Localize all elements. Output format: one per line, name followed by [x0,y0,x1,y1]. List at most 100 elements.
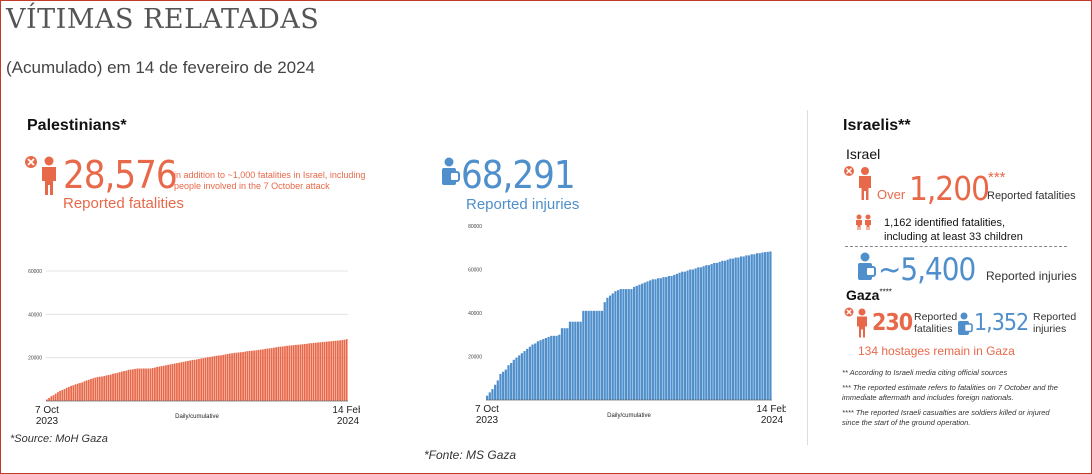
bar [142,368,145,401]
bar [72,385,75,401]
y-tick-label: 60000 [28,269,42,275]
identified-line-2: including at least 33 children [884,231,1023,243]
bar [528,346,531,400]
palestinian-fatalities-value: 28,576 [63,153,178,197]
bar [673,274,676,400]
bar [268,348,271,401]
bar [259,349,262,401]
x-end-year: 2024 [761,415,784,426]
bar [510,363,513,400]
bar [193,359,196,401]
bar [526,348,529,400]
bar [486,395,489,400]
gaza-fatalities-label-2: fatalities [914,323,953,335]
bar [169,364,172,401]
bar [718,261,721,400]
x-end-label: 14 Feb [756,404,786,415]
bar [651,279,654,400]
bar [284,346,286,401]
bar [616,290,620,400]
bar [726,259,729,400]
bar [635,285,638,400]
bar [123,371,125,401]
x-start-year: 2023 [476,415,499,426]
identified-line-1: 1,162 identified fatalities, [884,217,1006,229]
bar [507,365,510,400]
bar [590,310,593,400]
bar [520,353,523,400]
bar [763,252,767,400]
bar [299,344,302,401]
bar [675,273,678,400]
bar [180,362,183,401]
bar [70,385,73,401]
injured-person-icon [442,157,460,185]
bar [57,392,59,401]
bar [694,268,697,400]
y-tick-label: 40000 [28,312,42,318]
bar [209,357,211,401]
bar [116,372,119,401]
bar [319,342,322,401]
gaza-injuries-label-1: Reported [1033,311,1077,323]
bar [167,364,169,401]
bar [534,343,537,400]
bar [755,253,759,400]
bar [255,350,258,401]
y-tick-label: 60000 [468,268,482,274]
bar [228,353,231,401]
bar [571,321,574,400]
bar [731,258,735,400]
fatality-person-icon [844,307,867,338]
bar [76,383,79,401]
section-divider [807,110,808,445]
bar [603,302,606,400]
bar [233,352,236,401]
bar [766,251,769,400]
bar [48,397,50,401]
bar [136,368,139,401]
bar [633,286,636,400]
bar [281,346,284,401]
hostages-text: 134 hostages remain in Gaza [858,344,1015,358]
bar [568,321,572,400]
bar [518,355,521,400]
bar [308,343,311,401]
footer-source: *Fonte: MS Gaza [424,448,517,462]
bar [235,352,238,401]
bar [550,335,553,400]
bar [206,357,209,401]
bar [491,389,494,400]
bar [154,367,156,401]
bar [96,376,99,401]
bar [46,399,48,401]
bar [343,339,346,401]
fatality-person-icon [25,156,56,195]
bar [544,338,548,400]
bar [292,345,295,401]
bar [226,353,229,401]
injured-person-icon [958,312,973,335]
bar [171,363,174,401]
bar [713,262,716,400]
x-start-year: 2023 [36,416,59,427]
bar [145,368,147,401]
bar [248,350,251,401]
bar [614,291,617,400]
bar [630,289,633,400]
palestinian-fatalities-note: in addition to ~1,000 fatalities in Isra… [174,170,366,191]
bar [643,282,646,400]
bar [330,341,333,401]
bar [237,352,240,401]
bar [552,335,556,400]
bar [138,368,141,401]
bar [595,310,598,400]
bar [85,380,88,401]
bar [341,340,344,401]
bar [608,295,612,400]
bar [662,277,665,400]
israel-over-label: Over [877,187,906,202]
bar [98,376,101,401]
bar [182,361,185,401]
bar [523,351,526,400]
